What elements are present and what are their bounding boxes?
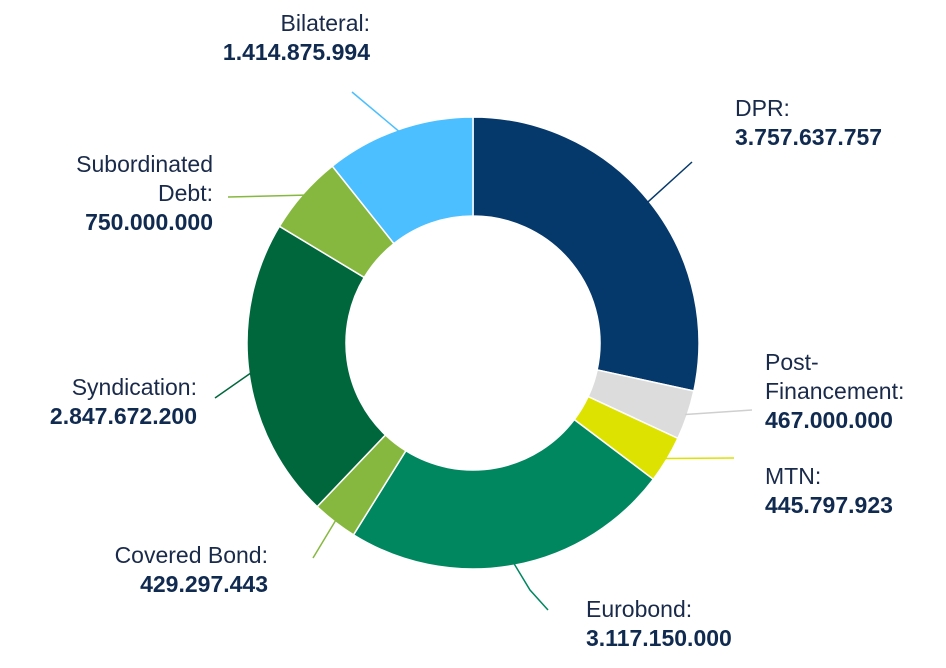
leader-line-bilateral bbox=[351, 91, 400, 133]
label-name-mtn: MTN: bbox=[765, 463, 821, 489]
label-name-subordinated-debt: Debt: bbox=[158, 180, 213, 206]
label-value-syndication: 2.847.672.200 bbox=[50, 403, 197, 429]
label-name-covered-bond: Covered Bond: bbox=[115, 542, 268, 568]
label-name-post-financement: Financement: bbox=[765, 378, 904, 404]
label-value-subordinated-debt: 750.000.000 bbox=[85, 209, 213, 235]
label-name-syndication: Syndication: bbox=[72, 374, 197, 400]
leader-line-dpr bbox=[646, 161, 693, 203]
slice-dpr bbox=[472, 116, 700, 392]
label-value-bilateral: 1.414.875.994 bbox=[223, 39, 370, 65]
label-name-eurobond: Eurobond: bbox=[586, 596, 692, 622]
slice-bilateral bbox=[331, 116, 474, 245]
leader-line-eurobond bbox=[513, 562, 549, 611]
label-name-dpr: DPR: bbox=[735, 95, 790, 121]
label-value-post-financement: 467.000.000 bbox=[765, 407, 893, 433]
leader-line-subordinated-debt bbox=[227, 194, 305, 198]
slice-eurobond bbox=[352, 418, 655, 570]
label-name-bilateral: Bilateral: bbox=[281, 10, 370, 36]
label-name-subordinated-debt: Subordinated bbox=[76, 151, 213, 177]
label-value-dpr: 3.757.637.757 bbox=[735, 124, 882, 150]
leader-line-covered-bond bbox=[312, 519, 337, 559]
leader-line-syndication bbox=[214, 372, 252, 399]
leader-line-post-financement bbox=[685, 409, 753, 416]
label-value-eurobond: 3.117.150.000 bbox=[586, 625, 732, 651]
label-name-post-financement: Post- bbox=[765, 349, 819, 375]
label-value-mtn: 445.797.923 bbox=[765, 492, 893, 518]
slice-syndication bbox=[246, 225, 387, 508]
label-value-covered-bond: 429.297.443 bbox=[140, 571, 268, 597]
